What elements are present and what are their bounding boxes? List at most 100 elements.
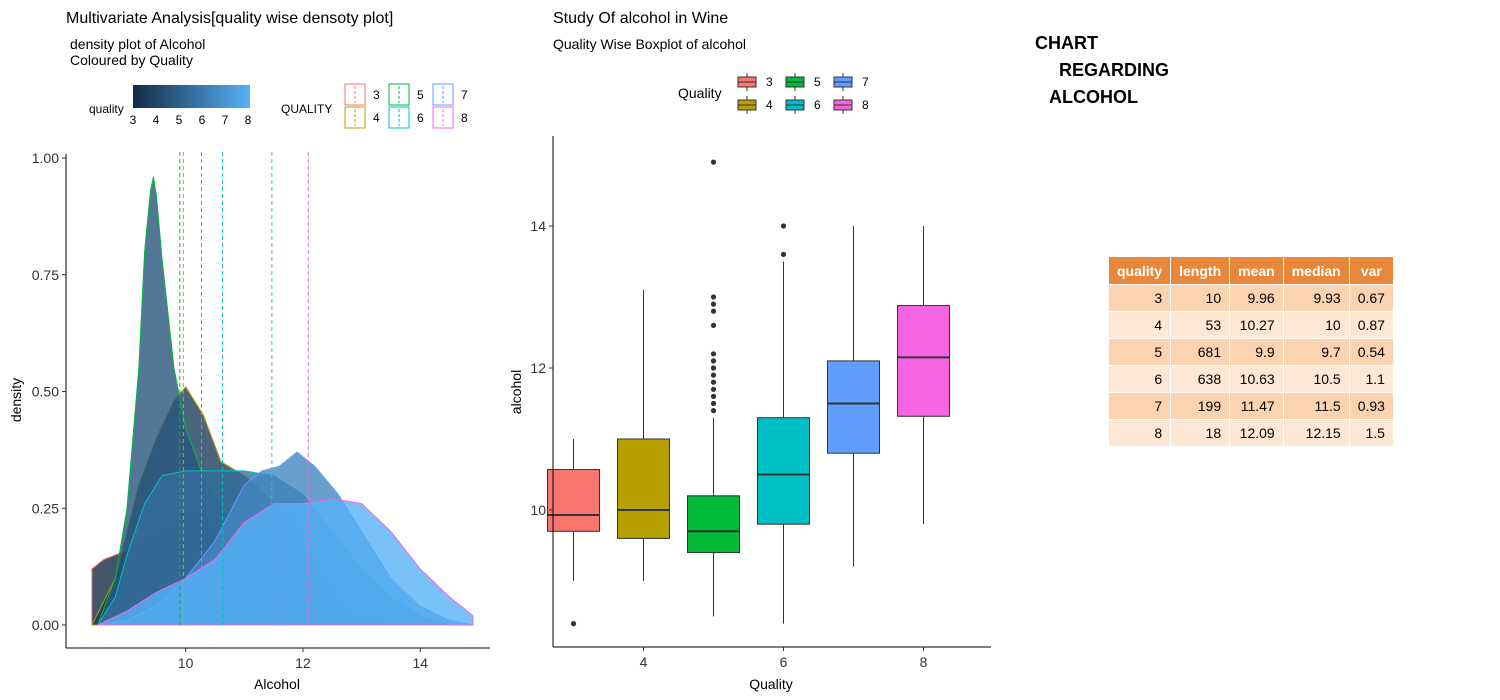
density-subtitle-1: density plot of Alcohol bbox=[70, 36, 205, 52]
table-cell-median: 9.7 bbox=[1282, 338, 1350, 366]
line-legend-label-q6: 6 bbox=[417, 111, 424, 125]
table-cell-length: 638 bbox=[1170, 365, 1231, 393]
box-q4 bbox=[617, 438, 670, 539]
outlier-point-q5 bbox=[710, 322, 717, 328]
table-cell-quality: 7 bbox=[1107, 392, 1172, 420]
density-x-tick-label: 12 bbox=[295, 655, 311, 671]
line-legend-key-q6 bbox=[388, 106, 410, 129]
boxplot-x-axis-label: Quality bbox=[749, 676, 793, 692]
table-cell-mean: 10.27 bbox=[1229, 311, 1284, 339]
table-cell-quality: 6 bbox=[1107, 365, 1172, 393]
table-header-length: length bbox=[1170, 256, 1231, 285]
fill-legend-title: quality bbox=[89, 102, 124, 116]
boxplot-y-tick-label: 10 bbox=[530, 502, 546, 518]
line-legend-label-q3: 3 bbox=[373, 88, 380, 102]
table-cell-length: 53 bbox=[1170, 311, 1231, 339]
fill-legend-tick: 5 bbox=[176, 113, 183, 127]
table-cell-mean: 12.09 bbox=[1229, 419, 1284, 447]
table-cell-var: 1.1 bbox=[1348, 365, 1394, 393]
boxplot-legend-label-q6: 6 bbox=[814, 98, 821, 112]
density-subtitle-2: Coloured by Quality bbox=[70, 52, 193, 68]
heading-line-chart: CHART bbox=[1035, 33, 1098, 53]
outlier-point-q5 bbox=[710, 308, 717, 314]
box-q3 bbox=[547, 469, 600, 532]
boxplot-title: Study Of alcohol in Wine bbox=[553, 10, 728, 27]
table-header-median: median bbox=[1282, 256, 1350, 285]
density-x-axis-label: Alcohol bbox=[254, 676, 300, 692]
density-x-tick-label: 14 bbox=[412, 655, 428, 671]
table-row: 6 638 10.63 10.5 1.1 bbox=[1107, 365, 1394, 393]
boxplot-x-tick-label: 6 bbox=[780, 654, 788, 670]
table-cell-var: 0.93 bbox=[1348, 392, 1394, 420]
boxplot-x-tick-label: 4 bbox=[640, 654, 648, 670]
line-legend-key-q8 bbox=[432, 106, 454, 129]
table-row: 5 681 9.9 9.7 0.54 bbox=[1107, 338, 1394, 366]
table-cell-quality: 5 bbox=[1107, 338, 1172, 366]
box-q6 bbox=[757, 417, 810, 525]
boxplot-legend-title: Quality bbox=[678, 85, 722, 101]
table-row: 3 10 9.96 9.93 0.67 bbox=[1107, 284, 1394, 312]
outlier-point-q5 bbox=[710, 159, 717, 165]
outlier-point-q5 bbox=[710, 386, 717, 392]
fill-legend-tick: 3 bbox=[130, 113, 137, 127]
table-cell-length: 199 bbox=[1170, 392, 1231, 420]
line-legend-label-q8: 8 bbox=[461, 111, 468, 125]
fill-legend-tick: 4 bbox=[153, 113, 160, 127]
heading-line-regarding: REGARDING bbox=[1059, 60, 1170, 80]
table-cell-mean: 9.96 bbox=[1229, 284, 1284, 312]
alcohol-stats-table: quality length mean median var 3 10 9.96 9.93 0.… bbox=[1107, 256, 1394, 447]
line-legend-key-q3 bbox=[344, 83, 366, 106]
table-cell-quality: 8 bbox=[1107, 419, 1172, 447]
density-y-tick-label: 0.25 bbox=[32, 500, 59, 516]
boxplot-y-axis-label: alcohol bbox=[508, 370, 524, 414]
fill-legend-colorbar bbox=[133, 85, 250, 108]
boxplot-chart: Study Of alcohol in Wine Quality Wise Bo… bbox=[508, 10, 991, 692]
table-cell-median: 11.5 bbox=[1282, 392, 1350, 420]
box-q5 bbox=[687, 495, 740, 554]
density-y-axis-label: density bbox=[8, 378, 24, 422]
density-x-tick-label: 10 bbox=[178, 655, 194, 671]
table-row: 4 53 10.27 10 0.87 bbox=[1107, 311, 1394, 339]
outlier-point-q5 bbox=[710, 400, 717, 407]
density-y-tick-label: 0.75 bbox=[32, 267, 59, 283]
fill-legend-tick: 7 bbox=[222, 113, 229, 127]
table-cell-var: 0.87 bbox=[1348, 311, 1394, 339]
table-cell-length: 18 bbox=[1170, 419, 1231, 447]
table-row: 8 18 12.09 12.15 1.5 bbox=[1107, 419, 1394, 447]
table-header-mean: mean bbox=[1229, 256, 1284, 285]
outlier-point-q5 bbox=[710, 358, 717, 364]
table-cell-var: 1.5 bbox=[1348, 419, 1394, 447]
density-chart: Multivariate Analysis[quality wise denso… bbox=[8, 10, 490, 692]
table-row: 7 199 11.47 11.5 0.93 bbox=[1107, 392, 1394, 420]
outlier-point-q5 bbox=[710, 294, 717, 300]
outlier-point-q3 bbox=[570, 621, 577, 627]
line-legend-key-q5 bbox=[388, 83, 410, 106]
boxplot-legend-label-q7: 7 bbox=[862, 75, 869, 89]
outlier-point-q5 bbox=[710, 379, 717, 385]
boxplot-legend-label-q8: 8 bbox=[862, 98, 869, 112]
outlier-point-q5 bbox=[710, 301, 717, 307]
boxplot-y-tick-label: 12 bbox=[530, 360, 546, 376]
table-cell-quality: 3 bbox=[1107, 284, 1172, 312]
heading-line-alcohol: ALCOHOL bbox=[1049, 87, 1138, 107]
line-legend-label-q5: 5 bbox=[417, 88, 424, 102]
outlier-point-q5 bbox=[710, 408, 717, 414]
outlier-point-q6 bbox=[780, 251, 787, 257]
line-legend-key-q4 bbox=[344, 106, 366, 129]
line-legend-key-q7 bbox=[432, 83, 454, 106]
boxplot-legend-label-q4: 4 bbox=[766, 98, 773, 112]
table-cell-median: 9.93 bbox=[1282, 284, 1350, 312]
table-cell-mean: 9.9 bbox=[1229, 338, 1284, 366]
density-y-tick-label: 0.50 bbox=[32, 384, 59, 400]
outlier-point-q5 bbox=[710, 393, 717, 399]
density-area-q8 bbox=[97, 498, 474, 626]
table-header-row: quality length mean median var bbox=[1107, 256, 1394, 285]
boxplot-x-tick-label: 8 bbox=[920, 654, 928, 670]
line-legend-label-q4: 4 bbox=[373, 111, 380, 125]
outlier-point-q5 bbox=[710, 372, 717, 378]
table-cell-length: 681 bbox=[1170, 338, 1231, 366]
table-cell-median: 10 bbox=[1282, 311, 1350, 339]
table-cell-length: 10 bbox=[1170, 284, 1231, 312]
boxplot-legend-label-q3: 3 bbox=[766, 75, 773, 89]
table-cell-mean: 10.63 bbox=[1229, 365, 1284, 393]
